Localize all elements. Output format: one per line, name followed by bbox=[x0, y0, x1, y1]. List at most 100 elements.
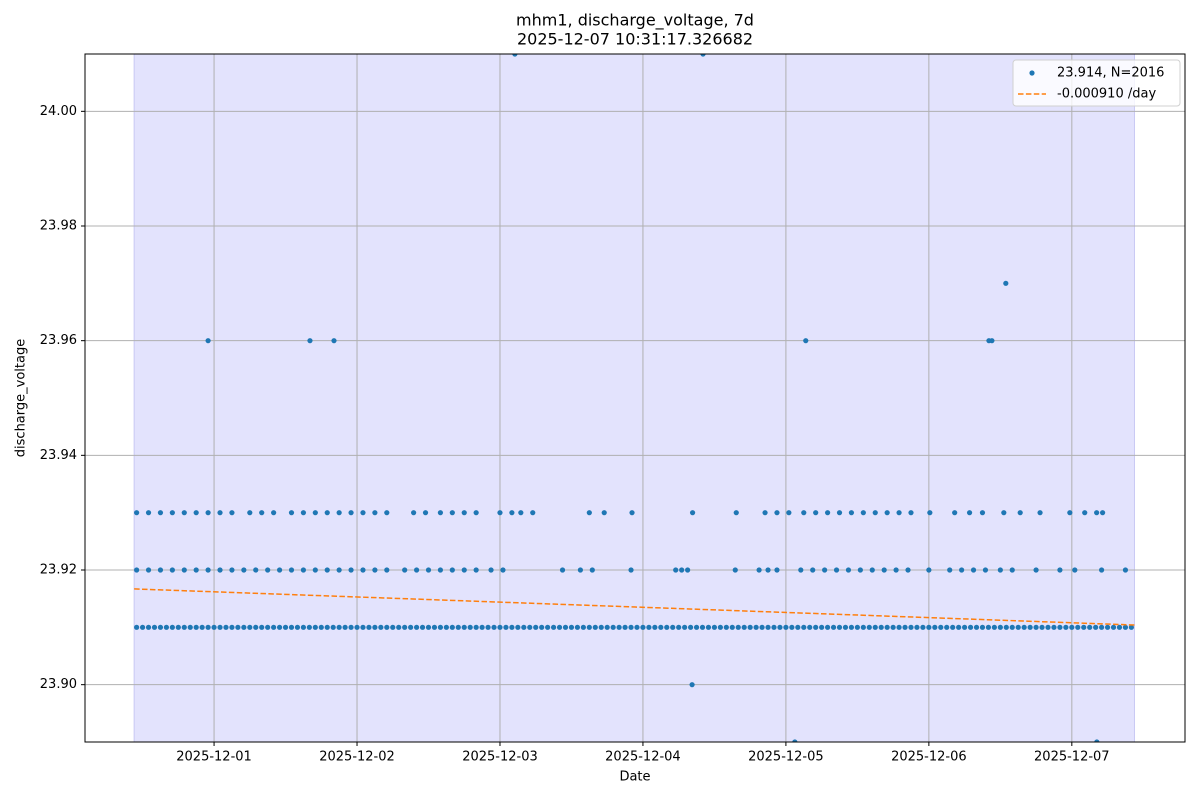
scatter-point bbox=[229, 567, 235, 573]
scatter-point bbox=[431, 624, 438, 630]
scatter-point bbox=[872, 510, 878, 516]
scatter-point bbox=[449, 510, 455, 516]
background-layer bbox=[133, 53, 1135, 743]
scatter-point bbox=[628, 624, 634, 630]
scatter-point bbox=[1027, 624, 1033, 630]
scatter-point bbox=[205, 510, 211, 516]
scatter-point bbox=[539, 624, 545, 630]
scatter-point bbox=[848, 624, 855, 630]
scatter-point bbox=[735, 624, 741, 630]
scatter-point bbox=[640, 624, 646, 630]
scatter-point bbox=[833, 567, 840, 573]
scatter-point bbox=[550, 624, 557, 630]
x-tick-label: 2025-12-04 bbox=[605, 750, 681, 765]
scatter-point bbox=[1093, 624, 1099, 630]
scatter-point bbox=[568, 624, 575, 630]
scatter-point bbox=[241, 567, 247, 573]
scatter-point bbox=[884, 510, 890, 516]
scatter-point bbox=[629, 510, 635, 516]
scatter-point bbox=[616, 624, 622, 630]
scatter-point bbox=[741, 624, 747, 630]
scatter-point bbox=[973, 624, 980, 630]
scatter-point bbox=[545, 624, 551, 630]
y-tick-label: 23.92 bbox=[40, 563, 77, 578]
axes-frame bbox=[84, 53, 1186, 743]
scatter-point bbox=[896, 624, 902, 630]
scatter-point bbox=[920, 624, 926, 630]
scatter-point bbox=[705, 624, 712, 630]
scatter-point bbox=[187, 624, 193, 630]
scatter-point bbox=[307, 338, 313, 344]
scatter-point bbox=[687, 624, 694, 630]
scatter-point bbox=[408, 624, 414, 630]
legend-box bbox=[1012, 59, 1181, 107]
scatter-point bbox=[819, 624, 825, 630]
scatter-point bbox=[580, 624, 586, 630]
scatter-point bbox=[193, 510, 199, 516]
scatter-point bbox=[193, 567, 199, 573]
legend-label: 23.914, N=2016 bbox=[1057, 66, 1164, 81]
scatter-point bbox=[491, 624, 497, 630]
scatter-point bbox=[628, 567, 634, 573]
scatter-point bbox=[997, 567, 1003, 573]
scatter-point bbox=[813, 624, 819, 630]
scatter-point bbox=[777, 624, 783, 630]
scatter-point bbox=[878, 624, 884, 630]
scatter-point bbox=[1057, 567, 1063, 573]
scatter-point bbox=[866, 624, 872, 630]
scatter-point bbox=[509, 510, 515, 516]
scatter-point bbox=[271, 510, 277, 516]
scatter-point bbox=[952, 510, 958, 516]
scatter-point bbox=[205, 338, 211, 344]
scatter-point bbox=[556, 624, 563, 630]
scatter-point bbox=[774, 567, 780, 573]
scatter-point bbox=[1067, 510, 1073, 516]
scatter-point bbox=[354, 624, 360, 630]
scatter-point bbox=[765, 567, 771, 573]
scatter-point bbox=[693, 624, 700, 630]
scatter-point bbox=[562, 624, 569, 630]
scatter-point bbox=[372, 567, 378, 573]
scatter-point bbox=[717, 624, 723, 630]
scatter-point bbox=[902, 624, 908, 630]
scatter-point bbox=[589, 567, 595, 573]
scatter-point bbox=[783, 624, 789, 630]
scatter-point bbox=[967, 624, 974, 630]
scatter-point bbox=[1104, 624, 1111, 630]
scatter-point bbox=[792, 739, 798, 742]
scatter-point bbox=[443, 624, 449, 630]
scatter-point bbox=[512, 54, 518, 57]
chart-title: mhm1, discharge_voltage, 7d bbox=[516, 11, 754, 31]
scatter-point bbox=[419, 624, 426, 630]
data-layer bbox=[134, 54, 1135, 742]
scatter-point bbox=[689, 510, 696, 516]
scatter-point bbox=[932, 624, 938, 630]
scatter-point bbox=[390, 624, 396, 630]
scatter-point bbox=[276, 624, 283, 630]
scatter-point bbox=[425, 567, 432, 573]
scatter-point bbox=[217, 624, 223, 630]
scatter-point bbox=[869, 567, 875, 573]
scatter-point bbox=[217, 567, 223, 573]
scatter-point bbox=[577, 567, 583, 573]
scatter-point bbox=[1033, 567, 1039, 573]
scatter-point bbox=[300, 624, 307, 630]
scatter-point bbox=[372, 624, 378, 630]
scatter-point bbox=[842, 624, 849, 630]
y-tick-label: 23.98 bbox=[40, 219, 77, 234]
scatter-point bbox=[1094, 510, 1100, 516]
scatter-point bbox=[461, 567, 467, 573]
scatter-point bbox=[479, 624, 485, 630]
scatter-point bbox=[732, 567, 738, 573]
scatter-point bbox=[241, 624, 247, 630]
scatter-point bbox=[1021, 624, 1027, 630]
scatter-point bbox=[151, 624, 158, 630]
scatter-point bbox=[461, 624, 467, 630]
scatter-point bbox=[413, 567, 420, 573]
scatter-point bbox=[1017, 510, 1023, 516]
scatter-point bbox=[342, 624, 348, 630]
scatter-point bbox=[259, 624, 265, 630]
scatter-point bbox=[384, 510, 390, 516]
